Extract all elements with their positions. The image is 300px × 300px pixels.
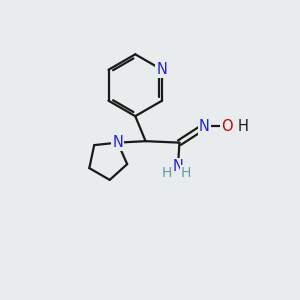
Text: O: O <box>221 119 232 134</box>
Text: N: N <box>199 119 210 134</box>
Text: N: N <box>112 135 123 150</box>
Text: N: N <box>157 62 167 77</box>
Text: H: H <box>162 166 172 180</box>
Text: H: H <box>181 166 191 180</box>
Text: H: H <box>237 119 248 134</box>
Text: N: N <box>172 159 183 174</box>
